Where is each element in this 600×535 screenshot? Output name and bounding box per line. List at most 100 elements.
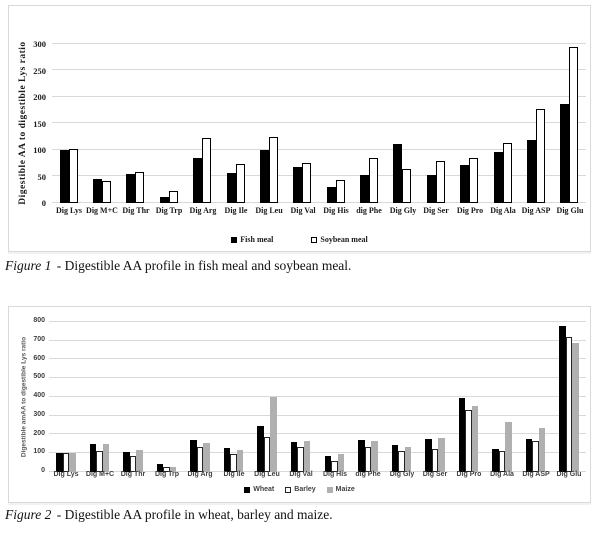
bar-wheat: [425, 439, 432, 472]
legend-swatch-icon: [311, 236, 318, 243]
y-tick-label: 300: [33, 39, 46, 49]
bar-soybean-meal: [268, 137, 278, 203]
x-tick-label: Dig Trp: [154, 471, 180, 478]
bar-barley: [297, 447, 304, 472]
gridline: [52, 43, 586, 44]
bar-soybean-meal: [235, 164, 245, 203]
x-tick-label: Dig Ile: [223, 471, 245, 478]
bar-maize: [572, 343, 579, 472]
x-tick-label: Dig Pro: [456, 471, 482, 478]
gridline: [49, 452, 586, 453]
bar-soybean-meal: [535, 109, 545, 203]
bar-soybean-meal: [435, 161, 445, 203]
bar-barley: [431, 449, 439, 472]
gridline: [49, 340, 586, 341]
y-tick-label: 0: [41, 198, 46, 208]
x-tick-label: Dig Ile: [224, 206, 248, 215]
legend-swatch-icon: [231, 236, 238, 243]
bar-fish-meal: [293, 167, 303, 203]
chart-legend: Wheat Barley Maize: [9, 486, 590, 493]
bar-soybean-meal: [68, 149, 78, 203]
legend-item: Barley: [285, 486, 316, 493]
gridline: [52, 69, 586, 70]
bar-fish-meal: [126, 174, 136, 203]
legend-label: Maize: [335, 486, 355, 493]
bar-wheat: [290, 442, 298, 472]
bar-soybean-meal: [102, 181, 112, 203]
x-tick-label: Dig M+C: [86, 206, 118, 215]
y-tick-label: 600: [33, 355, 45, 362]
y-tick-label: 100: [33, 145, 46, 155]
bar-barley: [96, 451, 103, 472]
bar-wheat: [56, 453, 63, 472]
plot-area: [49, 321, 586, 472]
gridline: [52, 96, 586, 97]
x-tick-label: Dig Val: [290, 206, 316, 215]
x-tick-label: Dig M+C: [85, 471, 115, 478]
figure1-caption-label: Figure 1: [5, 258, 52, 273]
x-tick-label: Dig Ala: [490, 471, 514, 478]
x-tick-label: Dig Ser: [423, 206, 449, 215]
legend-label: Fish meal: [240, 235, 274, 244]
bar-soybean-meal: [335, 180, 345, 203]
bar-maize: [69, 453, 76, 472]
y-tick-label: 100: [33, 448, 45, 455]
bar-barley: [263, 437, 271, 472]
bar-fish-meal: [59, 150, 69, 203]
bar-maize: [337, 454, 345, 472]
y-tick-label: 700: [33, 336, 45, 343]
bar-barley: [465, 410, 472, 472]
x-tick-label: Dig Glu: [556, 206, 584, 215]
legend-label: Barley: [294, 486, 316, 493]
bar-barley: [565, 337, 573, 472]
x-tick-label: Dig Thr: [120, 471, 146, 478]
bar-maize: [236, 450, 244, 472]
bar-fish-meal: [326, 187, 336, 203]
bar-barley: [163, 467, 170, 472]
legend-swatch-icon: [244, 486, 251, 493]
x-tick-label: Dig Lys: [55, 206, 82, 215]
y-tick-label: 250: [33, 66, 46, 76]
x-tick-label: Dig His: [323, 206, 349, 215]
bar-soybean-meal: [135, 172, 145, 203]
bar-soybean-meal: [202, 138, 212, 203]
bar-barley: [398, 451, 405, 472]
x-tick-label: Dig Val: [289, 471, 313, 478]
x-tick-label: Dig ASP: [522, 471, 550, 478]
bar-barley: [331, 461, 338, 472]
bar-maize: [471, 406, 479, 472]
gridline: [49, 415, 586, 416]
bar-barley: [498, 451, 506, 472]
bar-maize: [270, 397, 277, 472]
bar-barley: [230, 454, 237, 472]
gridline: [52, 175, 586, 176]
x-tick-label: Dig Pro: [456, 206, 484, 215]
bar-fish-meal: [526, 140, 536, 203]
chart-legend: Fish meal Soybean meal: [9, 235, 590, 244]
y-tick-label: 500: [33, 373, 45, 380]
y-tick-label: 150: [33, 119, 46, 129]
y-tick-label: 400: [33, 392, 45, 399]
bar-wheat: [492, 449, 499, 472]
gridline: [49, 358, 586, 359]
legend-item: Soybean meal: [311, 235, 368, 244]
bar-soybean-meal: [369, 158, 379, 203]
gridline: [49, 433, 586, 434]
gridline: [49, 471, 586, 472]
legend-item: Maize: [326, 486, 355, 493]
bar-barley: [196, 447, 204, 472]
bar-fish-meal: [93, 179, 103, 203]
bar-maize: [102, 444, 110, 472]
gridline: [52, 149, 586, 150]
bar-wheat: [559, 326, 566, 472]
bar-fish-meal: [226, 173, 236, 203]
y-tick-label: 300: [33, 411, 45, 418]
bar-maize: [303, 441, 311, 472]
bar-soybean-meal: [569, 47, 579, 203]
bar-soybean-meal: [168, 191, 178, 203]
bar-fish-meal: [560, 104, 570, 203]
bar-wheat: [123, 452, 130, 472]
bar-fish-meal: [360, 175, 370, 203]
y-tick-label: 0: [41, 467, 45, 474]
bar-soybean-meal: [302, 163, 312, 203]
